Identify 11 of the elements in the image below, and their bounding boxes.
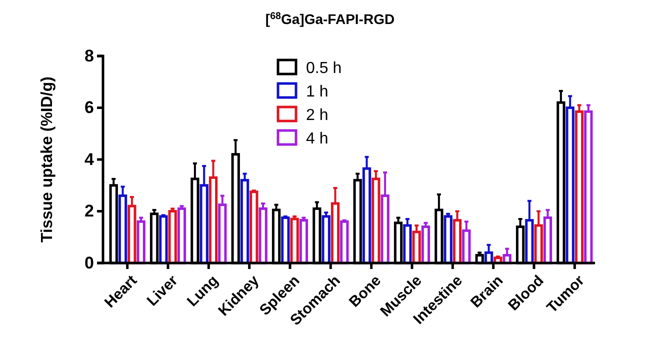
y-tick-label: 4 [84,150,95,169]
y-tick-label: 0 [84,253,94,272]
legend-label: 0.5 h [306,60,342,77]
y-tick-label: 2 [84,202,94,221]
legend-label: 4 h [306,130,328,148]
chart-title: [$^{68}$Ga]Ga-FAPI-RGD [265,10,395,27]
y-tick-label: 8 [84,46,94,66]
y-tick-label: 6 [84,98,94,118]
legend-label: 1 h [306,84,328,100]
y-axis-title: Tissue uptake (%ID/g) [39,76,56,242]
legend-label: 2 h [306,107,328,124]
